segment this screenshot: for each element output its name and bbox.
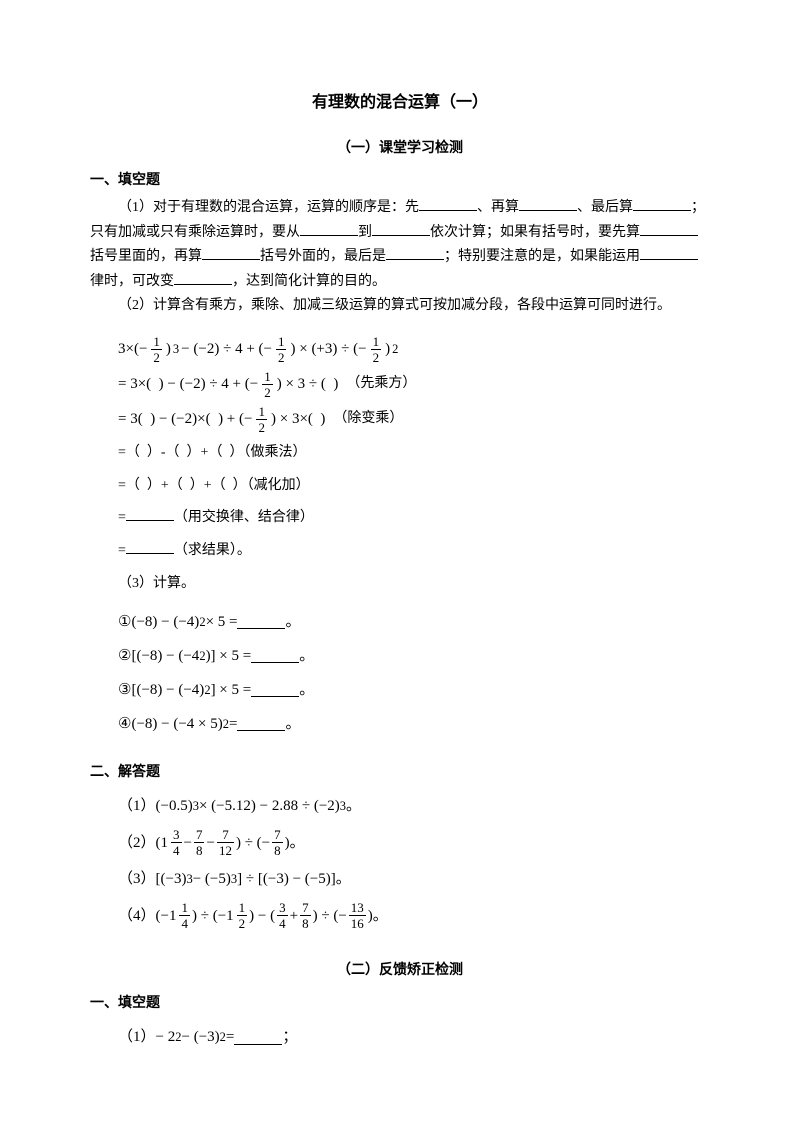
blank: [251, 648, 299, 663]
math-line-6: =（用交换律、结合律）: [118, 503, 710, 534]
blank: [126, 507, 174, 521]
annot-2: （除变乘）: [333, 404, 403, 435]
fill-blank-heading: 一、填空题: [90, 170, 710, 192]
p1h: ；特别要注意的是，如果能运用: [444, 249, 640, 264]
blank: [386, 246, 444, 260]
p1b: 、最后算: [577, 200, 633, 215]
blank: [251, 682, 299, 697]
blank: [640, 222, 698, 236]
answer-item-3: （3）[(−3)3 − (−5)3] ÷ [(−3) − (−5)]。: [118, 867, 710, 891]
blank: [640, 246, 698, 260]
p1a: 、再算: [477, 200, 519, 215]
blank: [372, 222, 430, 236]
answer-heading: 二、解答题: [90, 762, 710, 784]
math-line-7: =（求结果）。: [118, 536, 710, 567]
blank: [237, 716, 285, 731]
section1-heading: （一）课堂学习检测: [90, 138, 710, 160]
answer-item-1: （1）(−0.5)3 × (−5.12) − 2.88 ÷ (−2)3。: [118, 794, 710, 818]
annot-4: （减化加）: [247, 478, 310, 493]
math-line-3: = 3( ) − (−2)×( ) + (−12) × 3×( )（除变乘）: [118, 403, 710, 436]
math-line-2: = 3×( ) − (−2) ÷ 4 + (−12) × 3 ÷ ( )（先乘方…: [118, 368, 710, 401]
calc-item-3: ③[(−8) − (−4)2] × 5 = 。: [118, 678, 710, 702]
calc-item-1: ①(−8) − (−4)2 × 5 = 。: [118, 610, 710, 634]
p1d: 到: [358, 225, 372, 240]
blank: [419, 197, 477, 211]
section2-heading: （二）反馈矫正检测: [90, 960, 710, 982]
blank: [633, 197, 691, 211]
blank: [126, 540, 174, 554]
math-line-4: =（ ）-（ ）+（ ）（做乘法）: [118, 438, 710, 469]
annot-1: （先乘方）: [346, 369, 416, 400]
p1f: 括号里面的，再算: [90, 249, 202, 264]
annot-3: （做乘法）: [243, 445, 306, 460]
p1-text: （1）对于有理数的混合运算，运算的顺序是：先: [118, 200, 419, 215]
calc-item-4: ④(−8) − (−4 × 5)2 = 。: [118, 712, 710, 736]
sec2-item-1: （1）− 22 − (−3)2 = ；: [118, 1025, 710, 1049]
section2-sub1: 一、填空题: [90, 993, 710, 1015]
worked-example: 3×(−12)3 − (−2) ÷ 4 + (−12) × (+3) ÷ (−1…: [118, 333, 710, 600]
blank: [519, 197, 577, 211]
p1g: 括号外面的，最后是: [260, 249, 386, 264]
blank: [234, 1030, 282, 1045]
blank: [202, 246, 260, 260]
blank: [300, 222, 358, 236]
blank: [237, 614, 285, 629]
annot-6: （求结果）: [174, 543, 237, 558]
math-line-1: 3×(−12)3 − (−2) ÷ 4 + (−12) × (+3) ÷ (−1…: [118, 333, 710, 366]
answer-item-4: （4）(−114) ÷ (−112) − (34 + 78) ÷ (−1316)…: [118, 901, 710, 930]
annot-5: （用交换律、结合律）: [174, 510, 314, 525]
blank: [174, 271, 232, 285]
answer-item-2: （2）(134 − 78 − 712) ÷ (−78)。: [118, 828, 710, 857]
p1j: ，达到简化计算的目的。: [232, 274, 386, 289]
calc-item-2: ②[(−8) − (−42)] × 5 = 。: [118, 644, 710, 668]
page-title: 有理数的混合运算（一）: [90, 90, 710, 116]
p3-label: （3）计算。: [118, 569, 710, 600]
paragraph-2: （2）计算含有乘方，乘除、加减三级运算的算式可按加减分段，各段中运算可同时进行。: [90, 294, 710, 319]
paragraph-1: （1）对于有理数的混合运算，运算的顺序是：先、再算、最后算；只有加减或只有乘除运…: [90, 196, 710, 294]
p1i: 律时，可改变: [90, 274, 174, 289]
p1e: 依次计算；如果有括号时，要先算: [430, 225, 640, 240]
math-line-5: =（ ）+（ ）+（ ）（减化加）: [118, 471, 710, 502]
